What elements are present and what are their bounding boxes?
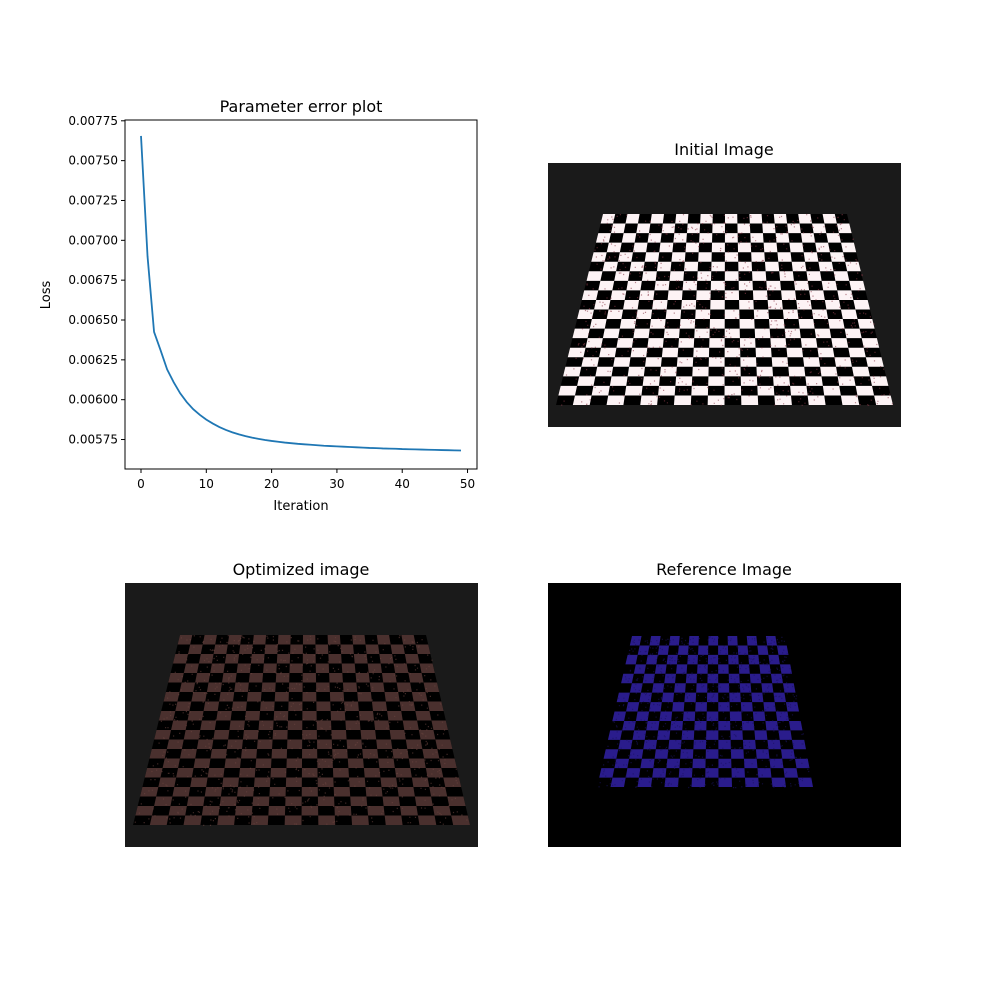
x-axis-ticks: 0 10 20 30 40 50	[137, 469, 475, 491]
optimized-image-title: Optimized image	[233, 560, 370, 579]
y-tick-label: 0.00700	[68, 233, 118, 247]
y-tick-label: 0.00775	[68, 114, 118, 128]
light-squares	[599, 636, 813, 787]
y-tick-label: 0.00625	[68, 353, 118, 367]
x-tick-label: 20	[264, 477, 279, 491]
y-tick-label: 0.00750	[68, 154, 118, 168]
plot-area	[124, 119, 478, 470]
reference-image-panel: Reference Image	[548, 560, 901, 847]
light-squares	[558, 214, 893, 405]
initial-image	[548, 163, 901, 427]
loss-chart: Parameter error plot 0 10 20 30 40 50 0.00575…	[39, 97, 478, 514]
checkerboard-plane	[133, 635, 470, 826]
reference-image	[548, 583, 901, 847]
noise-speckles	[598, 636, 812, 789]
x-tick-label: 0	[137, 477, 145, 491]
initial-image-title: Initial Image	[674, 140, 773, 159]
y-tick-label: 0.00650	[68, 313, 118, 327]
x-tick-label: 10	[199, 477, 214, 491]
chart-title: Parameter error plot	[220, 97, 383, 116]
y-tick-label: 0.00575	[68, 433, 118, 447]
optimized-image	[125, 583, 478, 847]
optimized-image-panel: Optimized image	[125, 560, 478, 847]
y-tick-label: 0.00675	[68, 273, 118, 287]
series-line	[140, 135, 462, 452]
y-tick-label: 0.00600	[68, 393, 118, 407]
y-tick-label: 0.00725	[68, 193, 118, 207]
x-tick-label: 50	[460, 477, 475, 491]
y-axis-label: Loss	[39, 281, 54, 310]
x-tick-label: 30	[329, 477, 344, 491]
initial-image-panel: Initial Image	[548, 140, 901, 427]
x-tick-label: 40	[395, 477, 410, 491]
x-axis-label: Iteration	[273, 499, 328, 514]
checkerboard-plane	[556, 214, 893, 406]
light-squares	[135, 635, 470, 825]
y-axis-ticks: 0.00575 0.00600 0.00625 0.00650 0.00675 0.007…	[68, 114, 125, 447]
checkerboard-plane	[597, 636, 813, 789]
reference-image-title: Reference Image	[656, 560, 792, 579]
